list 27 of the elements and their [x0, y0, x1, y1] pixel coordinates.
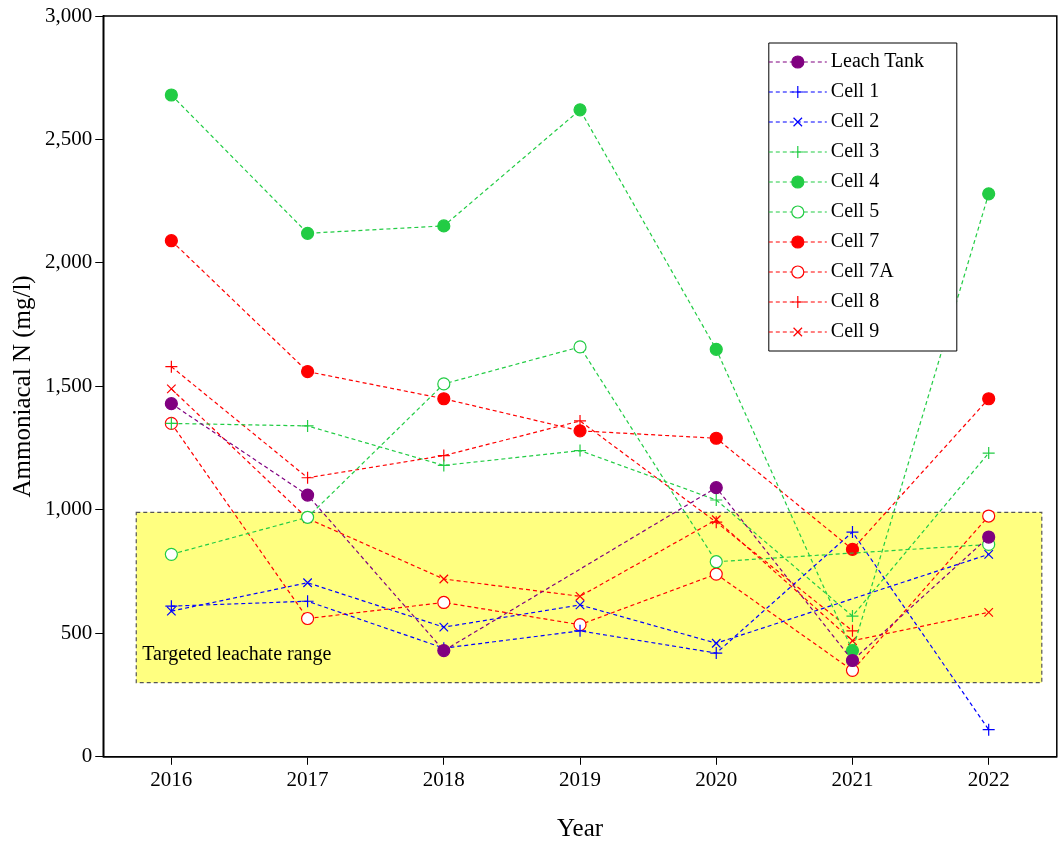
y-tick-label: 1,000 [45, 496, 93, 521]
x-tick-label: 2018 [422, 766, 465, 791]
y-tick-label: 2,000 [45, 249, 93, 274]
y-tick-label: 2,500 [45, 125, 93, 150]
legend-label: Cell 2 [830, 109, 880, 132]
legend-label: Cell 4 [830, 169, 880, 192]
y-tick-label: 1,500 [45, 372, 93, 397]
x-tick-label: 2021 [831, 766, 874, 791]
legend-label: Cell 3 [830, 139, 880, 162]
legend-label: Cell 5 [830, 199, 880, 222]
x-axis-title: Year [556, 813, 604, 841]
x-tick-label: 2022 [967, 766, 1010, 791]
x-tick-label: 2016 [150, 766, 193, 791]
y-tick-label: 3,000 [45, 2, 93, 27]
band-label: Targeted leachate range [142, 641, 332, 665]
x-tick-label: 2020 [695, 766, 738, 791]
legend-label: Leach Tank [830, 49, 924, 72]
x-tick-label: 2017 [286, 766, 329, 791]
y-axis-title: Ammoniacal N (mg/l) [7, 275, 36, 498]
legend-label: Cell 9 [830, 319, 880, 342]
x-tick-label: 2019 [559, 766, 602, 791]
legend-label: Cell 8 [830, 289, 880, 312]
legend-label: Cell 1 [830, 79, 880, 102]
legend-label: Cell 7 [830, 229, 880, 252]
y-tick-label: 500 [60, 619, 93, 644]
y-tick-label: 0 [81, 743, 93, 768]
legend-label: Cell 7A [830, 259, 895, 282]
